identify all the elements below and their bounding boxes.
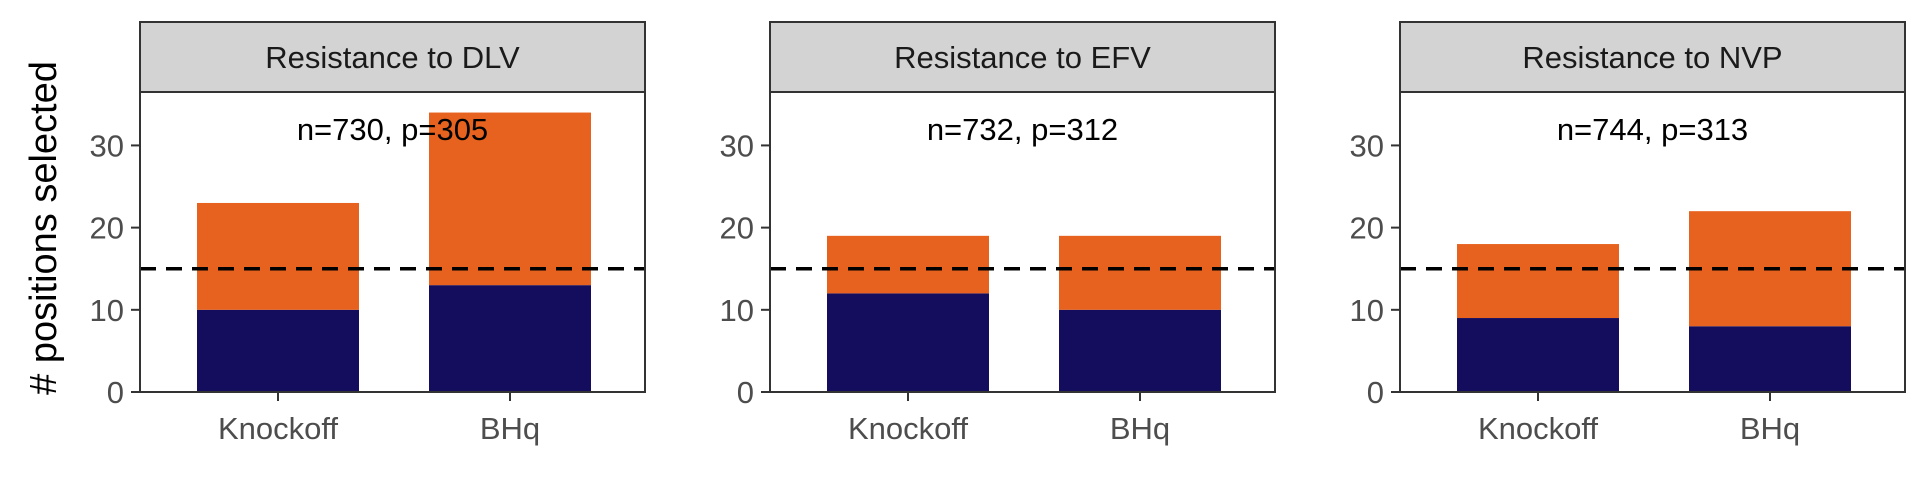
y-tick-label: 0 xyxy=(1367,375,1384,410)
panel-2: Resistance to EFV n=732, p=312 0 10 20 30 Knoc… xyxy=(720,21,1276,446)
y-tick-label: 10 xyxy=(1350,293,1384,328)
bar-bhq-segment-2 xyxy=(429,112,591,286)
facet-title: Resistance to DLV xyxy=(265,40,520,75)
panel-annotation: n=732, p=312 xyxy=(927,112,1118,147)
bar-bhq-segment-1 xyxy=(1689,326,1851,392)
y-tick-label: 10 xyxy=(720,293,754,328)
bar-knockoff-segment-2 xyxy=(827,235,989,294)
panel-border xyxy=(1399,91,1906,393)
y-axis-label: # positions selected xyxy=(23,61,65,395)
y-tick-label: 20 xyxy=(1350,211,1384,246)
facet-strip xyxy=(139,21,646,93)
x-tick-label: Knockoff xyxy=(848,411,968,446)
y-tick-label: 10 xyxy=(90,293,124,328)
y-tick-label: 30 xyxy=(90,128,124,163)
x-tick-label: BHq xyxy=(1740,411,1800,446)
y-tick-label: 20 xyxy=(720,211,754,246)
x-tick-label: Knockoff xyxy=(218,411,338,446)
y-tick-label: 20 xyxy=(90,211,124,246)
bar-knockoff-segment-2 xyxy=(197,202,359,310)
bar-bhq-segment-2 xyxy=(1059,235,1221,310)
y-tick-label: 0 xyxy=(737,375,754,410)
facet-title: Resistance to NVP xyxy=(1522,40,1782,75)
x-tick-label: Knockoff xyxy=(1478,411,1598,446)
facet-title: Resistance to EFV xyxy=(894,40,1151,75)
bar-knockoff-segment-1 xyxy=(1457,318,1619,392)
panel-annotation: n=744, p=313 xyxy=(1557,112,1748,147)
bar-knockoff-segment-2 xyxy=(1457,244,1619,319)
y-tick-label: 0 xyxy=(107,375,124,410)
panel-annotation: n=730, p=305 xyxy=(297,112,488,147)
panels-layer: Resistance to DLV n=730, p=305 0 10 20 30 Knoc… xyxy=(90,21,1906,446)
panel-border xyxy=(769,91,1276,393)
bar-bhq-segment-1 xyxy=(1059,309,1221,392)
x-tick-label: BHq xyxy=(1110,411,1170,446)
bar-bhq-segment-1 xyxy=(429,285,591,392)
panel-border xyxy=(139,91,646,393)
x-tick-label: BHq xyxy=(480,411,540,446)
y-tick-label: 30 xyxy=(1350,128,1384,163)
panel-1: Resistance to DLV n=730, p=305 0 10 20 30 Knoc… xyxy=(90,21,646,446)
y-tick-label: 30 xyxy=(720,128,754,163)
panel-3: Resistance to NVP n=744, p=313 0 10 20 30 Knoc… xyxy=(1350,21,1906,446)
bar-knockoff-segment-1 xyxy=(197,309,359,392)
facet-strip xyxy=(769,21,1276,93)
bar-knockoff-segment-1 xyxy=(827,293,989,392)
